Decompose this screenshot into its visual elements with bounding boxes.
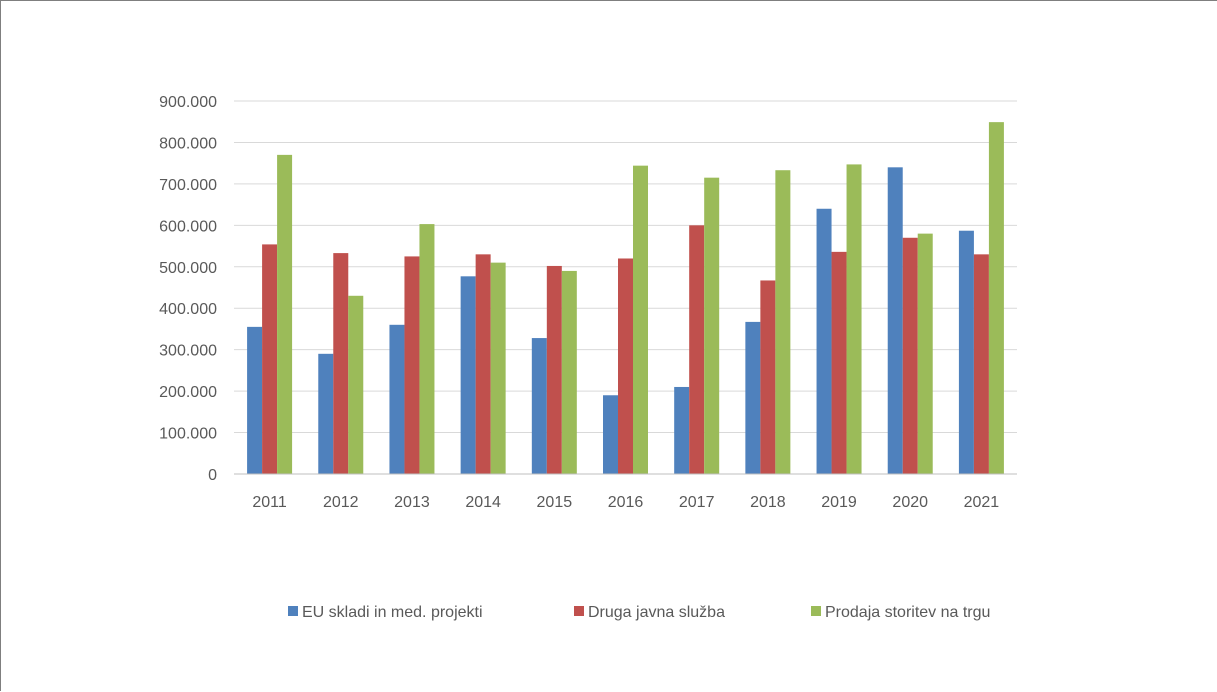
y-tick-label: 900.000	[159, 94, 217, 111]
bar-2011-series-1	[247, 326, 263, 474]
y-tick-label: 600.000	[159, 218, 217, 235]
bar-2013-series-3	[419, 224, 435, 474]
bar-2020-series-3	[917, 233, 933, 474]
legend-swatch-3	[811, 606, 821, 616]
bar-2014-series-2	[475, 254, 491, 474]
x-axis-tick-labels: 2011 2012 2013 2014 2015 2016 2017 2018 2019 2020…	[252, 494, 999, 511]
bar-2021-series-1	[958, 230, 974, 474]
bar-2015-series-2	[546, 265, 562, 474]
bar-2012-series-1	[318, 353, 334, 474]
bar-2021-series-3	[988, 122, 1004, 475]
x-tick-label: 2018	[750, 494, 786, 511]
x-tick-label: 2011	[252, 494, 287, 511]
y-tick-label: 700.000	[159, 177, 217, 194]
bar-2012-series-3	[348, 295, 364, 474]
legend: EU skladi in med. projekti Druga javna sl…	[288, 604, 990, 621]
y-tick-label: 100.000	[159, 426, 217, 443]
bar-2019-series-2	[831, 251, 847, 474]
bar-2016-series-3	[633, 165, 648, 475]
bar-2011-series-3	[277, 154, 293, 474]
bar-2013-series-2	[404, 256, 420, 474]
bar-2012-series-2	[333, 253, 349, 474]
y-tick-label: 300.000	[159, 343, 217, 360]
bar-2016-series-2	[618, 258, 633, 474]
y-tick-label: 500.000	[159, 260, 217, 277]
bar-2020-series-1	[887, 167, 903, 475]
bar-2014-series-3	[490, 262, 506, 474]
legend-label-2: Druga javna služba	[588, 604, 725, 621]
y-tick-label: 400.000	[159, 301, 217, 318]
bar-2014-series-1	[460, 276, 476, 474]
bar-2011-series-2	[262, 244, 278, 474]
x-tick-label: 2017	[679, 494, 715, 511]
x-tick-label: 2012	[323, 494, 359, 511]
y-tick-label: 800.000	[159, 135, 217, 152]
y-tick-label: 200.000	[159, 384, 217, 401]
bar-2015-series-1	[531, 338, 547, 474]
bar-2017-series-3	[704, 177, 720, 474]
bar-2019-series-1	[816, 208, 832, 474]
bar-2016-series-1	[603, 395, 618, 474]
bar-2017-series-2	[689, 225, 705, 474]
bar-2018-series-1	[745, 321, 761, 474]
x-tick-label: 2014	[465, 494, 501, 511]
x-tick-label: 2019	[821, 494, 857, 511]
bar-2018-series-2	[760, 280, 776, 474]
legend-swatch-1	[288, 606, 298, 616]
bar-2018-series-3	[775, 170, 791, 474]
bar-2019-series-3	[846, 164, 862, 474]
x-tick-label: 2016	[608, 494, 644, 511]
bar-2015-series-3	[561, 270, 577, 474]
x-tick-label: 2015	[537, 494, 573, 511]
legend-swatch-2	[574, 606, 584, 616]
bar-2017-series-1	[674, 386, 690, 474]
bars	[247, 122, 1004, 475]
y-tick-label: 0	[208, 467, 217, 484]
bar-2013-series-1	[389, 324, 405, 474]
bar-2020-series-2	[902, 237, 918, 474]
x-tick-label: 2021	[964, 494, 1000, 511]
x-tick-label: 2020	[892, 494, 928, 511]
legend-label-3: Prodaja storitev na trgu	[825, 604, 990, 621]
legend-label-1: EU skladi in med. projekti	[302, 604, 483, 621]
bar-2021-series-2	[973, 254, 989, 474]
x-tick-label: 2013	[394, 494, 430, 511]
y-axis-tick-labels: 0 100.000 200.000 300.000 400.000 500.000 600.…	[159, 94, 217, 484]
